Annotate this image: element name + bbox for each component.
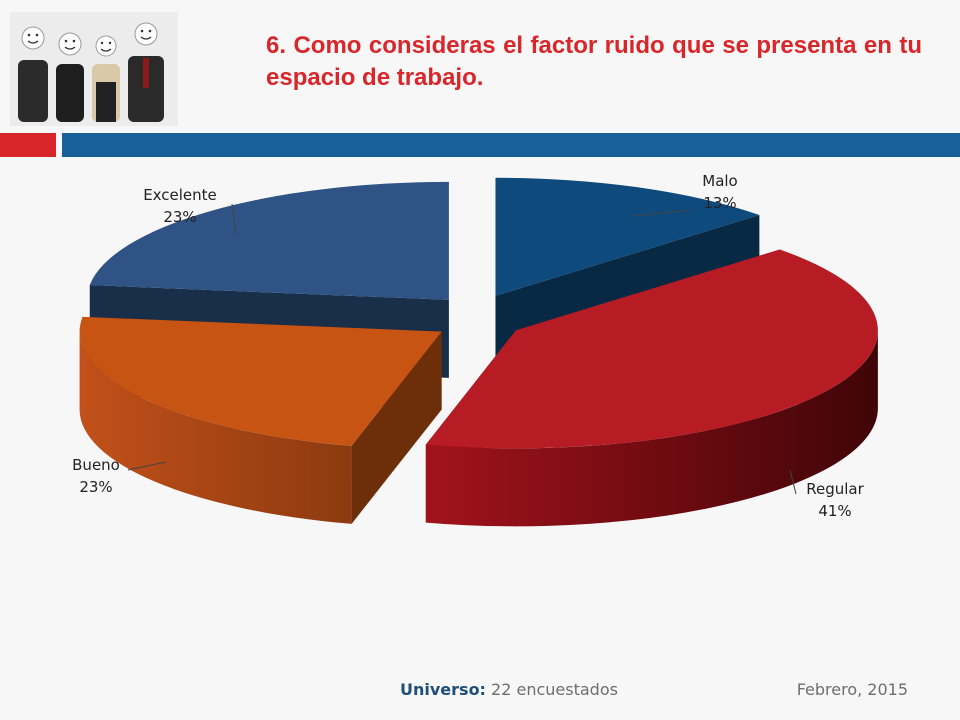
slice-label-malo: Malo <box>702 172 737 190</box>
accent-bar-red <box>0 133 56 157</box>
pie-slice-bueno <box>79 316 442 524</box>
universe-label: Universo: <box>400 680 486 699</box>
footer: Universo: 22 encuestados Febrero, 2015 <box>400 680 908 704</box>
slice-label-excelente: Excelente <box>143 186 217 204</box>
survey-date: Febrero, 2015 <box>796 680 908 699</box>
slice-percent-bueno: 23% <box>79 478 112 496</box>
slice-percent-regular: 41% <box>818 502 851 520</box>
leader-line-bueno <box>127 461 167 471</box>
universe-value: 22 encuestados <box>491 680 618 699</box>
slice-label-regular: Regular <box>806 480 864 498</box>
slice-percent-excelente: 23% <box>163 208 196 226</box>
accent-bar-blue <box>62 133 960 157</box>
pie-slice-regular <box>425 249 878 527</box>
leader-line-excelente <box>231 203 237 235</box>
leader-line-malo <box>631 209 691 217</box>
slice-label-bueno: Bueno <box>72 456 120 474</box>
smiley-faces-people-icon <box>10 12 178 126</box>
pie-chart: Malo 13% Regular 41% Bueno 23% Excelente 23% <box>72 172 878 527</box>
leader-line-regular <box>789 469 797 495</box>
slice-percent-malo: 13% <box>703 194 736 212</box>
people-photo <box>10 12 178 126</box>
slide-title: 6. Como consideras el factor ruido que s… <box>266 32 922 91</box>
